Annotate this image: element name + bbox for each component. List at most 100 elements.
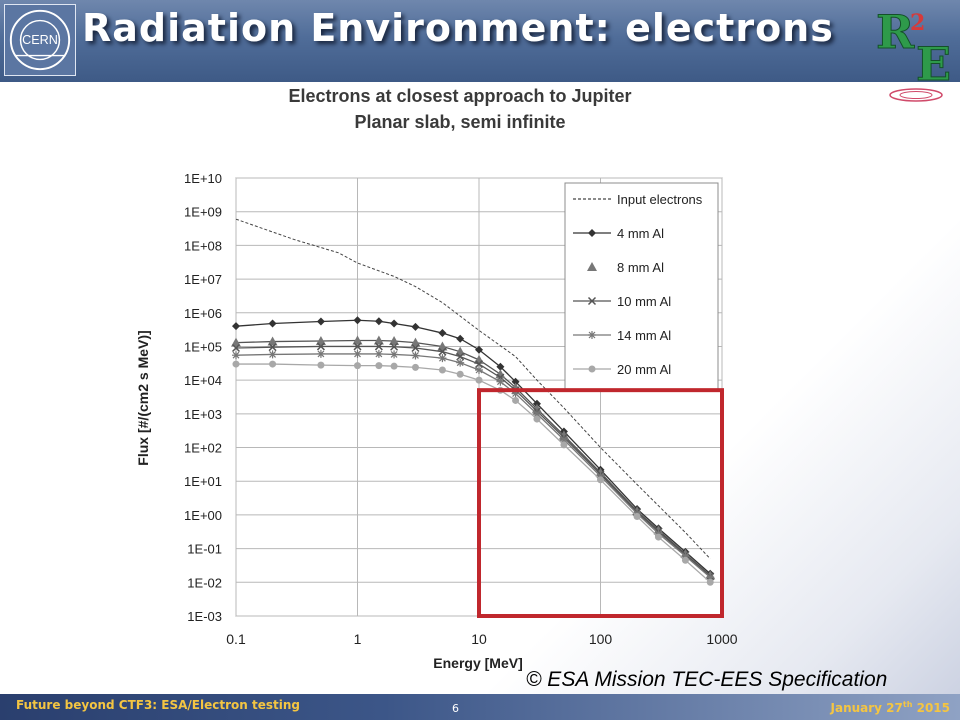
svg-text:E: E [916,37,951,91]
footer-bar [0,694,960,720]
marker-circle [232,360,240,368]
marker-x [316,342,325,351]
marker-star [588,331,596,339]
marker-x [353,342,362,351]
marker-diamond [511,377,520,386]
marker-circle [706,578,714,586]
footer-date: January 27th 2015 [831,700,950,715]
legend-label: 20 mm Al [617,362,671,377]
cern-logo-text: CERN [22,33,58,47]
marker-star [532,409,541,418]
svg-text:2: 2 [910,10,925,36]
marker-star [268,350,277,359]
marker-triangle [231,337,241,347]
y-tick-label: 1E+05 [184,339,222,354]
marker-diamond [390,319,399,328]
footer-date-sup: th [902,700,913,709]
marker-star [456,358,465,367]
marker-x [438,347,447,356]
marker-circle [411,363,419,371]
marker-x [390,342,399,351]
marker-circle [533,415,541,423]
page-number: 6 [452,702,459,715]
marker-diamond [588,229,596,237]
x-tick-label: 1000 [706,631,737,647]
y-tick-label: 1E+09 [184,205,222,220]
legend-label: 14 mm Al [617,328,671,343]
marker-triangle [410,337,421,347]
y-tick-label: 1E+10 [184,171,222,186]
flux-chart: Electrons at closest approach to Jupiter… [135,86,738,671]
x-tick-label: 1 [354,631,362,647]
y-tick-label: 1E-02 [187,575,222,590]
legend-entry: 8 mm Al [587,260,664,275]
marker-circle [681,556,689,564]
y-tick-label: 1E+07 [184,272,222,287]
marker-triangle [267,336,278,346]
legend-entry: 4 mm Al [573,226,664,241]
y-tick-label: 1E+06 [184,306,222,321]
x-tick-label: 0.1 [226,631,246,647]
marker-x [474,360,484,369]
marker-diamond [353,316,362,325]
marker-diamond [268,319,277,328]
series-line [235,218,711,560]
footer-date-main: January 27 [830,701,903,715]
marker-star [390,350,399,359]
marker-x [374,342,383,351]
marker-circle [475,376,483,384]
marker-star [596,472,605,481]
chart-title: Electrons at closest approach to Jupiter [288,86,631,106]
marker-diamond [411,322,420,331]
legend-label: Input electrons [617,192,703,207]
marker-circle [633,512,641,520]
marker-star [475,366,483,375]
marker-circle [438,366,446,374]
marker-circle [354,362,361,370]
marker-circle [597,476,604,484]
marker-star [706,573,715,582]
cern-logo: CERN [4,4,76,76]
marker-circle [560,441,568,449]
y-tick-label: 1E+01 [184,474,222,489]
marker-triangle [373,335,384,345]
marker-diamond [456,334,465,343]
y-tick-label: 1E+08 [184,238,222,253]
svg-text:R: R [876,5,915,59]
y-tick-label: 1E+02 [184,441,222,456]
slide-title: Radiation Environment: electrons [82,6,834,50]
chart-series [231,218,716,586]
legend-label: 4 mm Al [617,226,664,241]
marker-star [681,552,690,561]
footer-date-year: 2015 [912,701,950,715]
marker-star [438,354,447,363]
marker-star [232,351,240,360]
marker-circle [654,533,662,541]
copyright-note: © ESA Mission TEC-EES Specification [526,668,888,691]
legend-label: 10 mm Al [617,294,671,309]
y-tick-label: 1E-01 [187,542,222,557]
marker-triangle [315,336,326,346]
series-input-electrons [235,218,711,560]
legend-label: 8 mm Al [617,260,664,275]
marker-diamond [496,362,505,371]
legend-box [564,182,719,392]
marker-diamond [438,329,447,338]
legend-entry: Input electrons [573,192,703,207]
series-20-mm-al [232,360,714,586]
marker-diamond [374,317,383,326]
legend-entry: 14 mm Al [573,328,671,343]
marker-x [456,352,465,361]
r2e-logo: R 2 E [876,5,952,102]
marker-star [559,435,568,444]
marker-x [268,343,277,352]
marker-x [231,343,241,353]
marker-diamond [316,317,325,326]
x-axis-label: Energy [MeV] [433,655,522,671]
marker-triangle [587,262,597,271]
marker-circle [456,370,464,378]
x-tick-label: 100 [589,631,613,647]
y-tick-labels: 1E+10 1E+09 1E+08 1E+07 1E+06 1E+05 1E+04 1E+03… [184,171,222,624]
y-tick-label: 1E-03 [187,609,222,624]
marker-star [654,529,663,538]
